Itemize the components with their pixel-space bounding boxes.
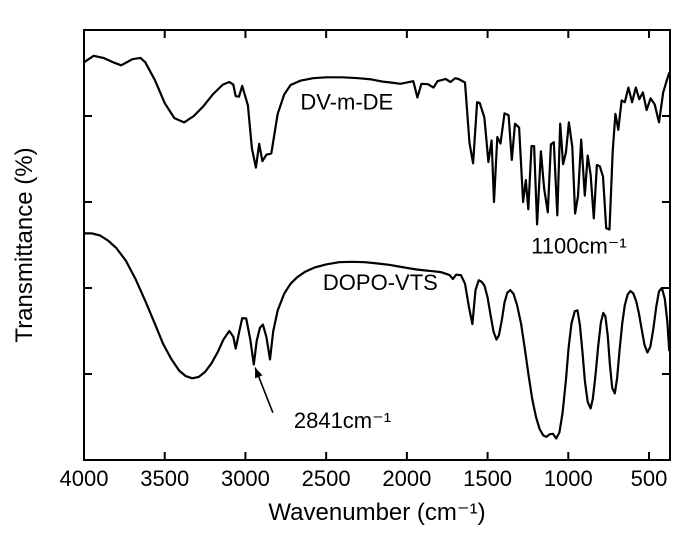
xtick-label: 2500 bbox=[302, 466, 351, 491]
annotation-arrow-head bbox=[255, 368, 262, 379]
xtick-label: 2000 bbox=[382, 466, 431, 491]
xtick-label: 3000 bbox=[221, 466, 270, 491]
xtick-label: 1000 bbox=[544, 466, 593, 491]
label-2841: 2841cm⁻¹ bbox=[294, 408, 391, 433]
label-dopovts: DOPO-VTS bbox=[323, 270, 438, 295]
y-axis-label: Transmittance (%) bbox=[11, 147, 38, 342]
xtick-label: 500 bbox=[631, 466, 668, 491]
spectrum-dv-m-de bbox=[84, 56, 669, 230]
label-1100: 1100cm⁻¹ bbox=[531, 234, 627, 259]
xtick-label: 3500 bbox=[140, 466, 189, 491]
xtick-label: 4000 bbox=[60, 466, 109, 491]
xtick-label: 1500 bbox=[463, 466, 512, 491]
ftir-spectrum-chart: 4000 3500 3000 2500 2000 1500 1000 500 Wavenumbe… bbox=[0, 0, 696, 544]
label-dvmde: DV-m-DE bbox=[300, 90, 393, 115]
x-axis-label: Wavenumber (cm⁻¹) bbox=[268, 499, 485, 526]
